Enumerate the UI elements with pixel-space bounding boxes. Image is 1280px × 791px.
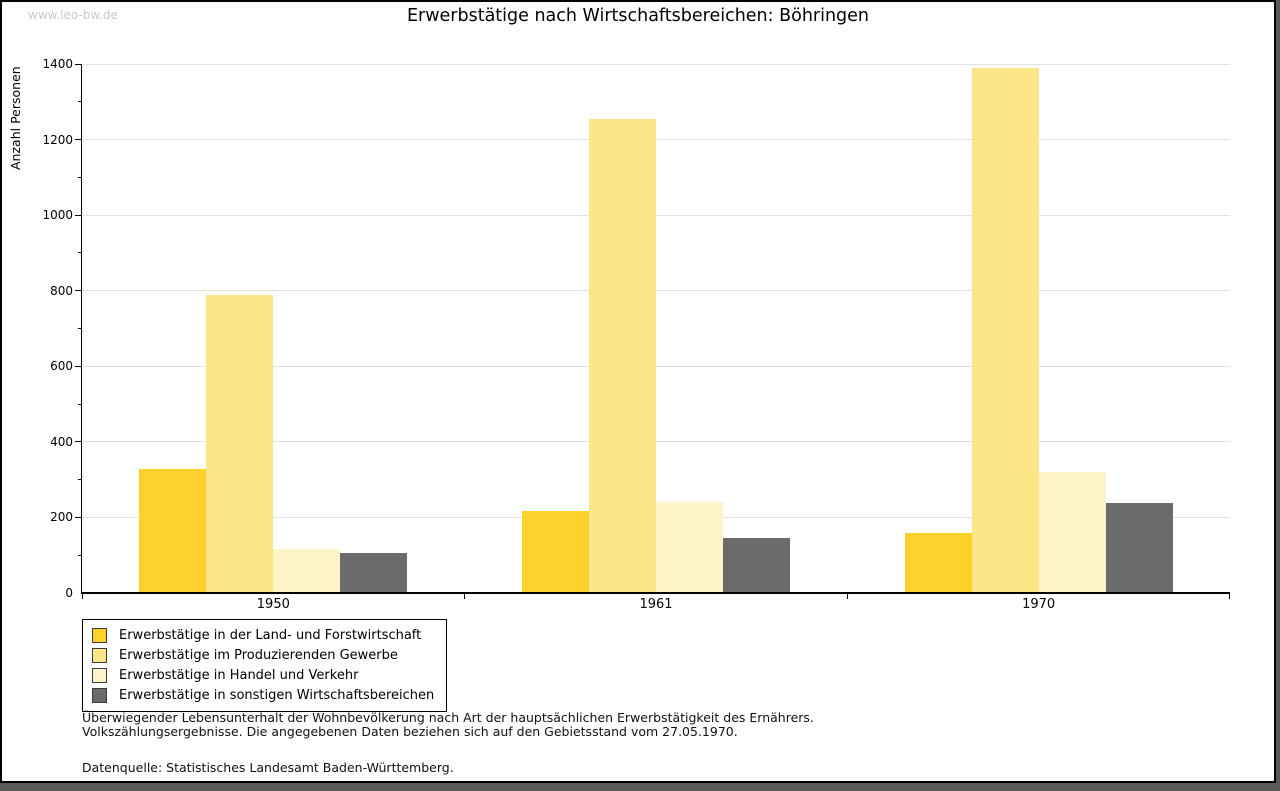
bar [340,552,408,593]
chart-title: Erwerbstätige nach Wirtschaftsbereichen:… [406,6,870,26]
footnote-line-1: Überwiegender Lebensunterhalt der Wohnbe… [82,710,814,725]
y-major-tick [75,139,82,141]
x-tick [846,593,848,599]
window-edge-bottom [0,783,1280,791]
legend-label: Erwerbstätige in Handel und Verkehr [119,667,359,683]
legend-item: Erwerbstätige in der Land- und Forstwirt… [92,625,434,645]
y-tick-label: 1000 [42,208,73,223]
y-minor-tick [78,328,82,329]
y-tick-label: 1200 [42,132,73,147]
x-axis-line [81,592,1230,594]
y-tick-label: 0 [65,586,73,600]
x-tick [81,593,83,599]
legend-label: Erwerbstätige im Produzierenden Gewerbe [119,647,398,663]
legend-label: Erwerbstätige in sonstigen Wirtschaftsbe… [119,687,435,703]
bar [904,532,972,593]
bar [139,469,207,593]
y-minor-tick [78,554,82,556]
x-tick-label: 1950 [256,597,290,612]
y-major-tick [75,63,82,65]
y-gridline [82,441,1230,443]
x-tick [464,593,466,599]
legend-item: Erwerbstätige im Produzierenden Gewerbe [92,645,434,665]
y-minor-tick [78,479,82,481]
bar [656,502,723,593]
bar [1038,472,1106,593]
y-tick-label: 800 [50,283,73,298]
watermark-text: www.leo-bw.de [28,8,118,22]
legend-item: Erwerbstätige in Handel und Verkehr [92,665,434,685]
y-minor-tick [78,403,82,405]
bar [1105,503,1173,593]
x-tick-label: 1961 [639,597,673,612]
x-tick-label: 1970 [1022,597,1056,612]
data-source-note: Datenquelle: Statistisches Landesamt Bad… [82,760,454,775]
legend-swatch [92,647,107,663]
legend-swatch [92,687,107,703]
y-gridline [82,139,1230,141]
y-gridline [82,63,1230,65]
legend-swatch [92,627,107,643]
bar [589,118,656,593]
legend-item: Erwerbstätige in sonstigen Wirtschaftsbe… [92,685,434,705]
y-major-tick [75,516,82,518]
plot-area: 200 400 600 800 1000 1200 1400 0 1950 1961 1970 [2,2,1274,781]
bar [273,549,341,593]
bar [206,295,274,593]
y-tick-label: 1400 [42,57,73,71]
y-gridline [82,290,1230,292]
footnotes: Überwiegender Lebensunterhalt der Wohnbe… [82,711,814,775]
y-minor-tick [78,101,82,103]
bar [522,511,589,593]
bar [971,67,1039,593]
bar [723,537,790,593]
legend-label: Erwerbstätige in der Land- und Forstwirt… [119,627,422,643]
legend-swatch [92,667,107,683]
y-gridline [82,214,1230,216]
x-tick [1229,593,1230,599]
y-axis-line [81,64,82,593]
y-minor-tick [78,252,82,254]
y-major-tick [75,214,82,216]
y-gridline [82,365,1230,367]
y-tick-label: 400 [50,434,73,449]
legend-box: Erwerbstätige in der Land- und Forstwirt… [82,619,448,712]
window-edge-right [1276,0,1280,791]
y-major-tick [75,441,82,443]
y-major-tick [75,365,82,367]
footnote-line-2: Volkszählungsergebnisse. Die angegebenen… [82,723,738,739]
y-tick-label: 200 [50,510,73,525]
y-minor-tick [78,176,82,178]
y-major-tick [75,290,82,292]
y-tick-label: 600 [50,359,73,374]
